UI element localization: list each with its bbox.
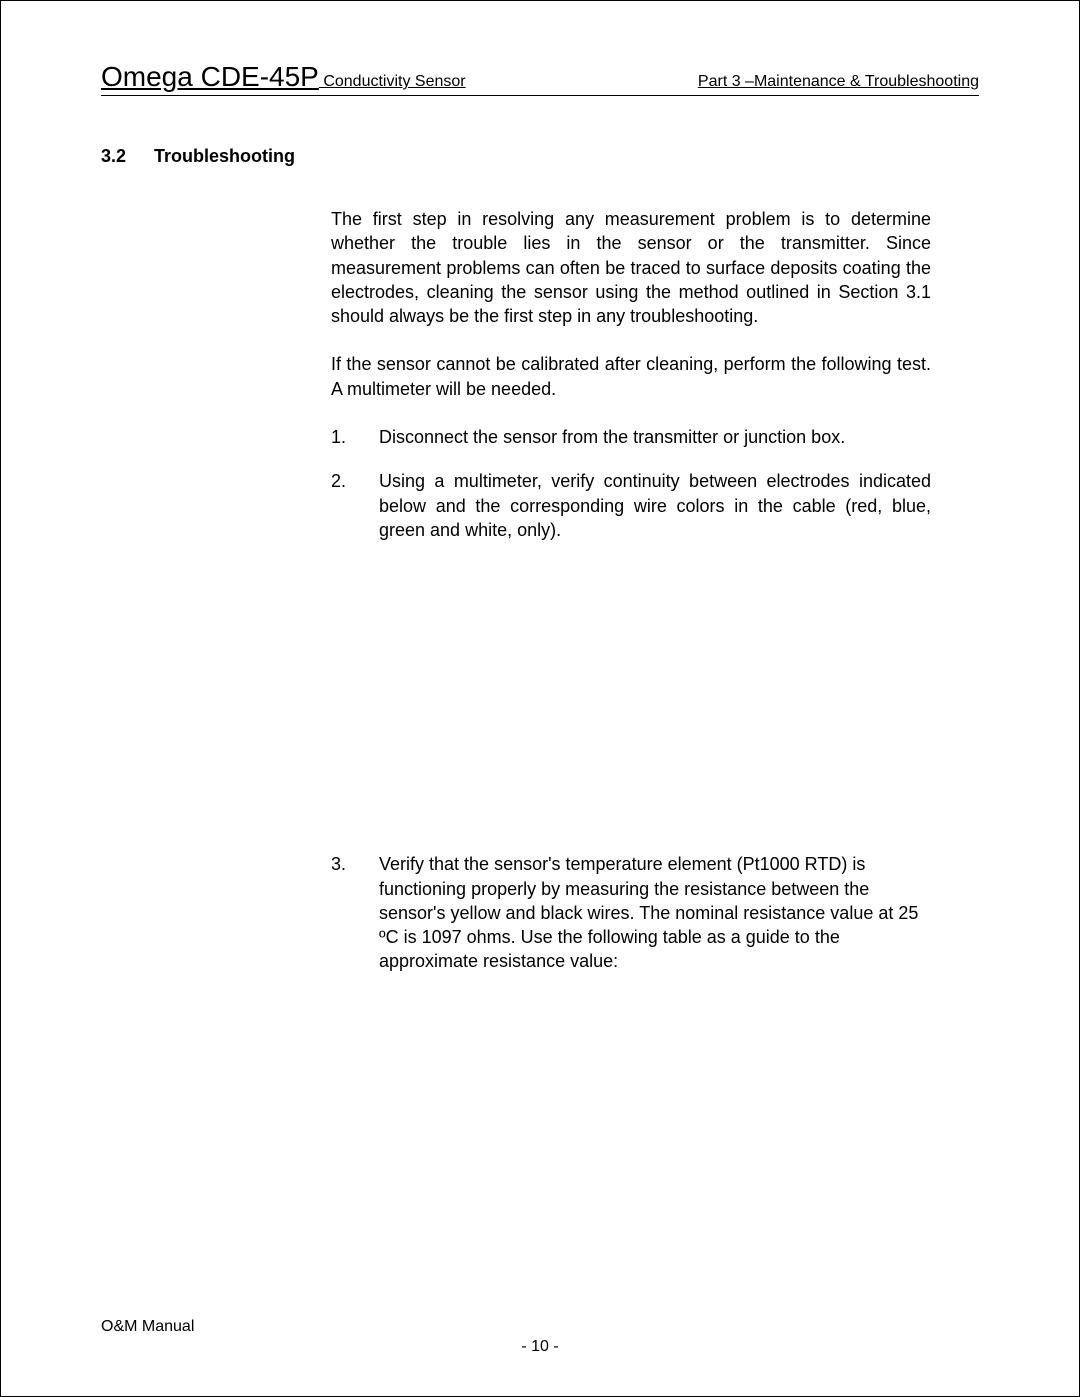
section-title: Troubleshooting — [154, 146, 295, 167]
header-right: Part 3 –Maintenance & Troubleshooting — [698, 73, 979, 91]
section-heading: 3.2 Troubleshooting — [101, 146, 979, 167]
list-number-2: 2. — [331, 469, 379, 542]
page: Omega CDE-45P Conductivity Sensor Part 3… — [0, 0, 1080, 1397]
paragraph-2: If the sensor cannot be calibrated after… — [331, 352, 931, 401]
list-item-2: 2. Using a multimeter, verify continuity… — [331, 469, 931, 542]
footer-page-number: - 10 - — [521, 1338, 558, 1356]
footer-left: O&M Manual — [101, 1318, 194, 1336]
figure-gap — [331, 562, 931, 852]
header-left: Omega CDE-45P Conductivity Sensor — [101, 61, 466, 93]
list-number-3: 3. — [331, 852, 379, 973]
list-item-3: 3. Verify that the sensor's temperature … — [331, 852, 931, 973]
list-item-1: 1. Disconnect the sensor from the transm… — [331, 425, 931, 449]
list-text-3: Verify that the sensor's temperature ele… — [379, 852, 931, 973]
page-header: Omega CDE-45P Conductivity Sensor Part 3… — [101, 61, 979, 96]
section-number: 3.2 — [101, 146, 126, 167]
body-block: The first step in resolving any measurem… — [331, 207, 931, 974]
paragraph-1: The first step in resolving any measurem… — [331, 207, 931, 328]
product-subtitle: Conductivity Sensor — [319, 73, 466, 90]
list-text-2: Using a multimeter, verify continuity be… — [379, 469, 931, 542]
list-text-1: Disconnect the sensor from the transmitt… — [379, 425, 931, 449]
list-number-1: 1. — [331, 425, 379, 449]
product-name: Omega CDE-45P — [101, 61, 319, 92]
